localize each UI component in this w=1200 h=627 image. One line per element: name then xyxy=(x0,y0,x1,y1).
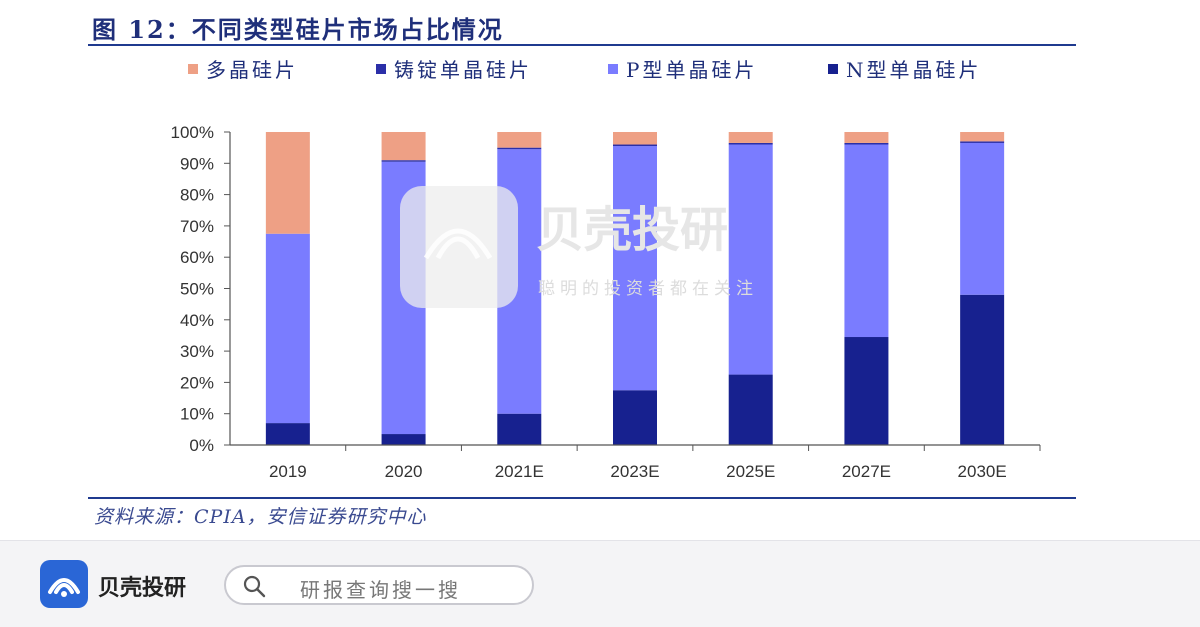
bar-segment xyxy=(265,423,310,445)
search-placeholder: 研报查询搜一搜 xyxy=(300,580,461,602)
y-tick-label: 10% xyxy=(180,405,214,424)
top-divider xyxy=(88,44,1076,46)
bar-segment xyxy=(497,149,542,414)
bottom-divider xyxy=(88,497,1076,499)
bar-segment xyxy=(497,147,542,150)
legend-swatch xyxy=(376,63,386,74)
y-tick-label: 100% xyxy=(171,123,214,142)
legend-label: 多晶硅片 xyxy=(206,58,298,82)
legend-label: 铸锭单晶硅片 xyxy=(394,58,532,82)
legend-swatch xyxy=(828,63,838,74)
y-tick-label: 50% xyxy=(180,280,214,299)
x-tick-label: 2023E xyxy=(610,462,659,481)
bar-segment xyxy=(381,434,426,445)
x-tick-label: 2030E xyxy=(958,462,1007,481)
bar-segment xyxy=(497,132,542,148)
y-tick-label: 0% xyxy=(189,436,214,455)
bar-segment xyxy=(728,374,773,445)
bar-segment xyxy=(960,142,1005,295)
x-tick-label: 2027E xyxy=(842,462,891,481)
search-icon xyxy=(243,575,266,598)
legend-label: N型单晶硅片 xyxy=(846,58,982,82)
bar-segment xyxy=(613,146,657,391)
bar-segment xyxy=(381,161,426,435)
bar-segment xyxy=(844,144,889,338)
bar-segment xyxy=(265,132,310,234)
bar-segment xyxy=(613,390,657,445)
bar-segment xyxy=(381,132,426,161)
y-tick-label: 30% xyxy=(180,342,214,361)
figure-title: 图 12：不同类型硅片市场占比情况 xyxy=(92,15,504,44)
y-tick-label: 40% xyxy=(180,311,214,330)
legend-swatch xyxy=(608,63,618,74)
bar-segment xyxy=(265,233,310,424)
y-tick-label: 60% xyxy=(180,248,214,267)
bar-segment xyxy=(960,294,1005,445)
search-input[interactable]: 研报查询搜一搜 xyxy=(224,565,534,605)
x-tick-label: 2021E xyxy=(495,462,544,481)
bar-segment xyxy=(728,142,773,145)
y-tick-label: 20% xyxy=(180,373,214,392)
x-tick-label: 2019 xyxy=(269,462,307,481)
brand-logo-icon[interactable] xyxy=(40,560,88,608)
legend-item: N型单晶硅片 xyxy=(828,54,982,83)
legend-label: P型单晶硅片 xyxy=(626,58,758,82)
bar-segment xyxy=(844,132,889,143)
bar-segment xyxy=(381,160,426,162)
bar-segment xyxy=(497,413,542,445)
bar-segment xyxy=(960,141,1005,143)
bar-segment xyxy=(960,132,1005,142)
y-tick-label: 80% xyxy=(180,186,214,205)
legend-item: 铸锭单晶硅片 xyxy=(376,54,532,83)
bar-segment xyxy=(728,132,773,143)
legend-swatch xyxy=(188,63,198,74)
footer-bar: 贝壳投研 研报查询搜一搜 xyxy=(0,540,1200,627)
x-tick-label: 2020 xyxy=(385,462,423,481)
bar-segment xyxy=(728,144,773,375)
legend-item: P型单晶硅片 xyxy=(608,54,757,83)
bar-segment xyxy=(844,337,889,445)
x-tick-label: 2025E xyxy=(726,462,775,481)
source-note: 资料来源：CPIA，安信证券研究中心 xyxy=(94,506,427,528)
bar-segment xyxy=(844,142,889,145)
y-tick-label: 90% xyxy=(180,154,214,173)
y-tick-label: 70% xyxy=(180,217,214,236)
footer-brand-name[interactable]: 贝壳投研 xyxy=(98,575,187,600)
stacked-bar-chart: 0% 10% 20% 30% 40% 50% 60% 70% 80% 90% 100% 2019 202… xyxy=(171,123,1041,481)
bar-segment xyxy=(613,132,657,145)
bar-segment xyxy=(613,144,657,147)
legend-item: 多晶硅片 xyxy=(188,54,298,83)
